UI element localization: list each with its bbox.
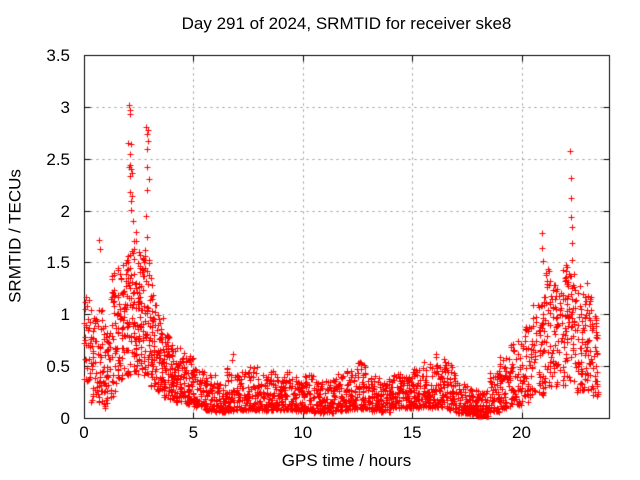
x-tick-label: 0 — [79, 423, 89, 442]
y-tick-label: 2 — [60, 201, 70, 221]
x-tick-label: 5 — [188, 423, 199, 442]
y-tick-label: 0 — [60, 409, 70, 428]
x-axis-label: GPS time / hours — [281, 451, 412, 470]
y-tick-label: 3.5 — [46, 46, 70, 65]
y-tick-label: 3 — [60, 97, 70, 117]
x-tick-label: 20 — [512, 423, 531, 442]
y-axis-label: SRMTID / TECUs — [5, 169, 25, 303]
y-tick-label: 0.5 — [46, 357, 70, 377]
x-tick-label: 15 — [402, 423, 422, 442]
chart-title: Day 291 of 2024, SRMTID for receiver ske… — [181, 14, 512, 33]
y-tick-label: 2.5 — [46, 149, 70, 169]
y-tick-label: 1.5 — [46, 253, 70, 273]
y-tick-label: 1 — [60, 305, 70, 325]
x-tick-label: 10 — [293, 423, 313, 442]
